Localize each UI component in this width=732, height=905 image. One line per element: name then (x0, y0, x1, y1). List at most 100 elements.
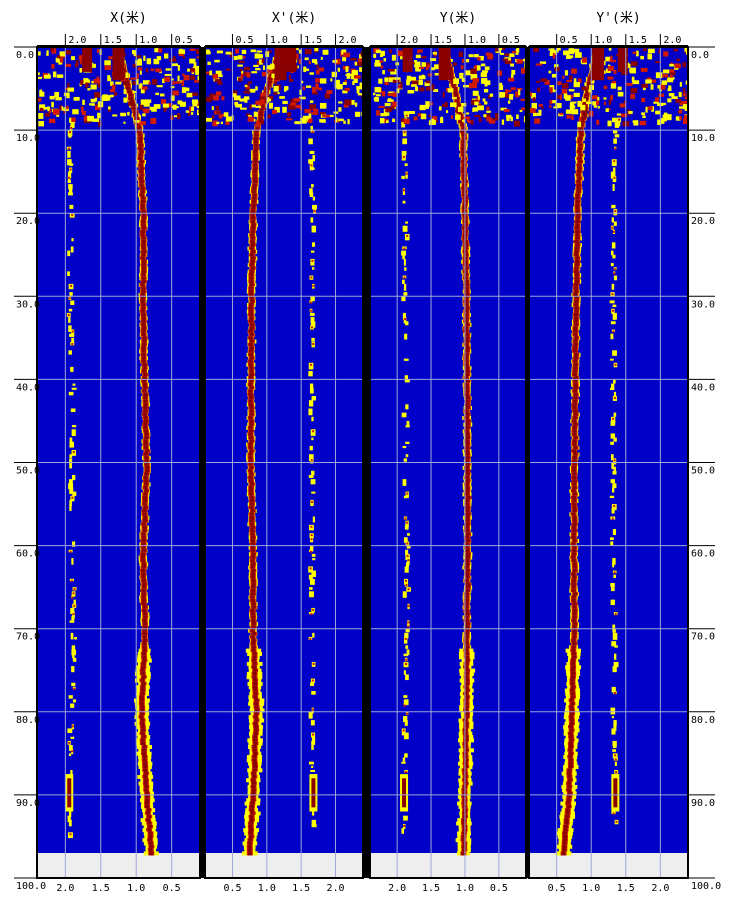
near-surface-speck (654, 97, 660, 102)
main-trace-core (143, 485, 148, 490)
main-trace-core (567, 771, 572, 776)
near-surface-speck (325, 114, 330, 118)
main-trace-core (249, 818, 254, 823)
bottom-tick-label: 2.0 (56, 883, 74, 894)
near-surface-speck (581, 86, 587, 91)
secondary-trace-speck (613, 412, 617, 417)
near-surface-speck (474, 54, 479, 58)
panel-3: Y(米)2.0 1.5 1.0 0.52.0 1.5 1.0 0.5 (369, 11, 527, 894)
near-surface-speck (185, 110, 190, 113)
near-surface-speck (549, 104, 552, 108)
secondary-trace-core (73, 687, 76, 690)
secondary-trace-speck (309, 591, 314, 598)
main-trace-core (249, 376, 254, 381)
near-surface-speck (52, 109, 60, 115)
secondary-trace-speck (70, 121, 75, 128)
near-surface-speck (549, 87, 553, 93)
main-trace-core (249, 319, 254, 324)
main-trace-core (463, 243, 468, 248)
near-surface-speck (67, 82, 70, 89)
secondary-trace-speck (401, 761, 406, 764)
near-surface-speck (72, 109, 79, 115)
near-surface-speck (81, 106, 84, 113)
main-trace-core (143, 402, 148, 407)
near-surface-speck (617, 91, 624, 97)
near-surface-speck (659, 121, 665, 124)
main-trace-core (462, 801, 467, 806)
main-trace-core (584, 93, 589, 98)
secondary-trace-speck (402, 591, 407, 598)
secondary-trace-speck (68, 811, 72, 817)
main-trace-core (465, 668, 470, 673)
near-surface-speck (259, 96, 266, 102)
main-trace-core (141, 562, 146, 567)
main-trace-core (143, 505, 148, 510)
main-trace-core (562, 841, 567, 846)
main-trace-core (465, 422, 470, 427)
main-trace-core (571, 595, 576, 600)
secondary-trace-core (71, 750, 74, 753)
main-trace-core (572, 509, 577, 514)
main-trace-core (465, 502, 470, 507)
secondary-trace-speck (310, 429, 316, 436)
secondary-trace-core (615, 770, 618, 773)
secondary-trace-speck (403, 537, 408, 543)
main-trace-core (567, 774, 572, 779)
near-surface-speck (415, 54, 421, 59)
secondary-trace-speck (69, 204, 74, 209)
secondary-trace-speck (405, 321, 409, 326)
secondary-trace-core (310, 309, 313, 312)
near-surface-speck (513, 120, 520, 127)
main-trace-core (148, 848, 153, 853)
top-tick-label: 1.5 (434, 35, 452, 46)
main-trace-core (571, 558, 576, 563)
near-surface-speck (356, 87, 360, 94)
near-surface-speck (271, 64, 278, 70)
panel-divider (526, 47, 529, 878)
near-surface-speck (304, 48, 312, 55)
main-trace-core (253, 741, 258, 746)
main-trace-core (149, 844, 154, 849)
main-trace-core (141, 575, 146, 580)
near-surface-speck (137, 58, 142, 63)
main-trace-core (464, 386, 469, 391)
near-surface-speck (540, 78, 548, 82)
secondary-trace-core (73, 588, 76, 591)
near-surface-speck (390, 106, 395, 110)
main-trace-core (463, 758, 468, 763)
near-surface-speck (239, 68, 243, 72)
main-trace-core (251, 552, 256, 557)
main-trace-core (577, 140, 582, 145)
near-surface-speck (534, 118, 541, 124)
near-surface-speck (250, 49, 257, 53)
main-trace-core (569, 708, 574, 713)
main-trace-core (249, 366, 254, 371)
main-trace-core (248, 442, 253, 447)
depth-tick-label-left: 60.0 (16, 549, 40, 560)
near-surface-speck (568, 75, 573, 80)
main-trace-core (143, 452, 148, 457)
main-trace-core (572, 432, 577, 437)
near-surface-speck (505, 94, 511, 98)
main-trace-core (465, 542, 470, 547)
near-surface-speck (472, 90, 479, 96)
secondary-trace-core (310, 525, 313, 528)
secondary-trace-speck (404, 720, 408, 726)
main-trace-core (142, 745, 147, 750)
secondary-trace-core (405, 114, 408, 117)
near-surface-speck (87, 115, 95, 122)
near-surface-speck (390, 68, 397, 75)
secondary-trace-speck (71, 238, 74, 242)
secondary-trace-speck (613, 466, 616, 473)
near-surface-speck (267, 95, 274, 101)
secondary-trace-speck (308, 138, 313, 145)
near-surface-speck (142, 80, 150, 85)
main-trace-core (573, 409, 578, 414)
top-tick-label: 1.5 (304, 35, 322, 46)
near-surface-speck (379, 117, 385, 124)
main-trace-core (141, 216, 146, 221)
near-surface-speck (572, 105, 576, 109)
secondary-trace-core (612, 330, 615, 333)
near-surface-speck (658, 93, 665, 97)
near-surface-speck (261, 71, 267, 77)
